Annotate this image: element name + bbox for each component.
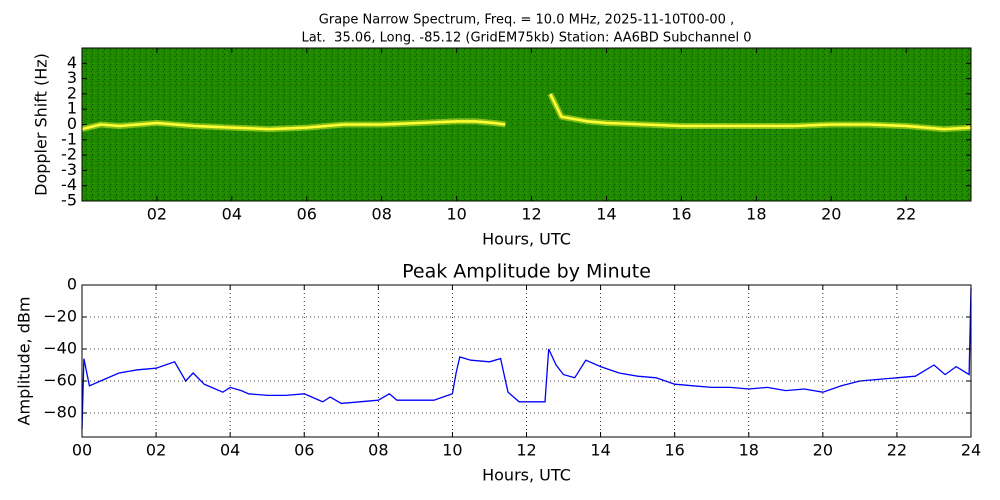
x-tick-label: 10 — [442, 441, 462, 460]
y-axis-label: Amplitude, dBm — [15, 297, 34, 426]
y-tick-label: 1 — [67, 99, 77, 118]
chart-title: Lat. 35.06, Long. -85.12 (GridEM75kb) St… — [301, 31, 751, 46]
x-axis-label: Hours, UTC — [482, 230, 571, 249]
y-axis-label: Doppler Shift (Hz) — [32, 53, 51, 196]
x-tick-label: 12 — [516, 441, 536, 460]
x-tick-label: 02 — [146, 441, 166, 460]
y-tick-label: 0 — [67, 275, 77, 294]
x-tick-label: 16 — [664, 441, 684, 460]
chart-title: Peak Amplitude by Minute — [402, 261, 651, 283]
x-axis-label: Hours, UTC — [482, 466, 571, 485]
x-tick-label: 14 — [590, 441, 610, 460]
x-tick-label: 00 — [72, 441, 92, 460]
x-tick-label: 22 — [887, 441, 907, 460]
signal-trace — [81, 93, 972, 131]
y-tick-label: −40 — [43, 339, 77, 358]
plot-frame — [81, 47, 972, 202]
x-tick-label: 14 — [596, 205, 616, 224]
y-tick-label: -5 — [61, 191, 77, 210]
y-tick-label: -2 — [61, 145, 77, 164]
x-tick-label: 20 — [821, 205, 841, 224]
y-tick-label: −60 — [43, 371, 77, 390]
y-tick-label: 3 — [67, 68, 77, 87]
amplitude-line — [81, 288, 972, 430]
chart-title: Grape Narrow Spectrum, Freq. = 10.0 MHz,… — [319, 13, 734, 28]
y-tick-label: 2 — [67, 83, 77, 102]
x-tick-label: 04 — [222, 205, 242, 224]
x-tick-label: 04 — [220, 441, 240, 460]
y-tick-label: 0 — [67, 114, 77, 133]
x-tick-label: 06 — [294, 441, 314, 460]
x-tick-label: 16 — [671, 205, 691, 224]
x-tick-label: 06 — [297, 205, 317, 224]
x-tick-label: 08 — [372, 205, 392, 224]
y-tick-label: −80 — [43, 403, 77, 422]
x-tick-label: 08 — [368, 441, 388, 460]
x-tick-label: 24 — [961, 441, 981, 460]
x-tick-label: 18 — [739, 441, 759, 460]
x-tick-label: 10 — [446, 205, 466, 224]
y-tick-label: -4 — [61, 175, 77, 194]
y-tick-label: −20 — [43, 307, 77, 326]
x-tick-label: 20 — [813, 441, 833, 460]
plot-frame — [81, 284, 972, 438]
x-tick-label: 18 — [746, 205, 766, 224]
y-tick-label: -1 — [61, 129, 77, 148]
x-tick-label: 12 — [521, 205, 541, 224]
x-tick-label: 02 — [147, 205, 167, 224]
y-tick-label: 4 — [67, 53, 77, 72]
y-tick-label: -3 — [61, 160, 77, 179]
x-tick-label: 22 — [896, 205, 916, 224]
